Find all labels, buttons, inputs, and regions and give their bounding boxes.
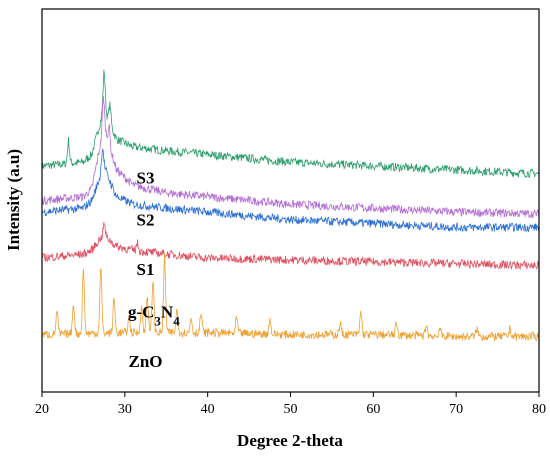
series-labels: S3 S2 S1 g-C3N4 ZnO	[128, 168, 180, 371]
x-tick-label: 20	[35, 402, 49, 417]
plot-lines	[41, 69, 540, 342]
series-line-s3	[41, 69, 540, 179]
series-line-g-c3n4	[41, 221, 540, 271]
x-tick-label: 70	[449, 402, 463, 417]
x-tick-label: 30	[118, 402, 132, 417]
x-tick-label: 50	[284, 402, 298, 417]
series-label-s3: S3	[137, 168, 155, 187]
series-label-s2: S2	[137, 210, 155, 229]
series-line-s2	[41, 95, 540, 219]
series-label-g-c3n4: g-C3N4	[128, 302, 180, 328]
series-line-zno	[41, 253, 540, 342]
x-tick-label: 40	[201, 402, 215, 417]
x-axis-title: Degree 2-theta	[237, 431, 343, 450]
x-ticks: 20 30 40 50 60 70 80	[35, 392, 546, 417]
series-label-s1: S1	[137, 260, 155, 279]
series-label-zno: ZnO	[129, 352, 163, 371]
x-tick-label: 80	[532, 402, 546, 417]
series-line-s1	[41, 148, 540, 233]
y-axis-title: Intensity (a.u)	[4, 149, 23, 251]
x-tick-label: 60	[366, 402, 380, 417]
